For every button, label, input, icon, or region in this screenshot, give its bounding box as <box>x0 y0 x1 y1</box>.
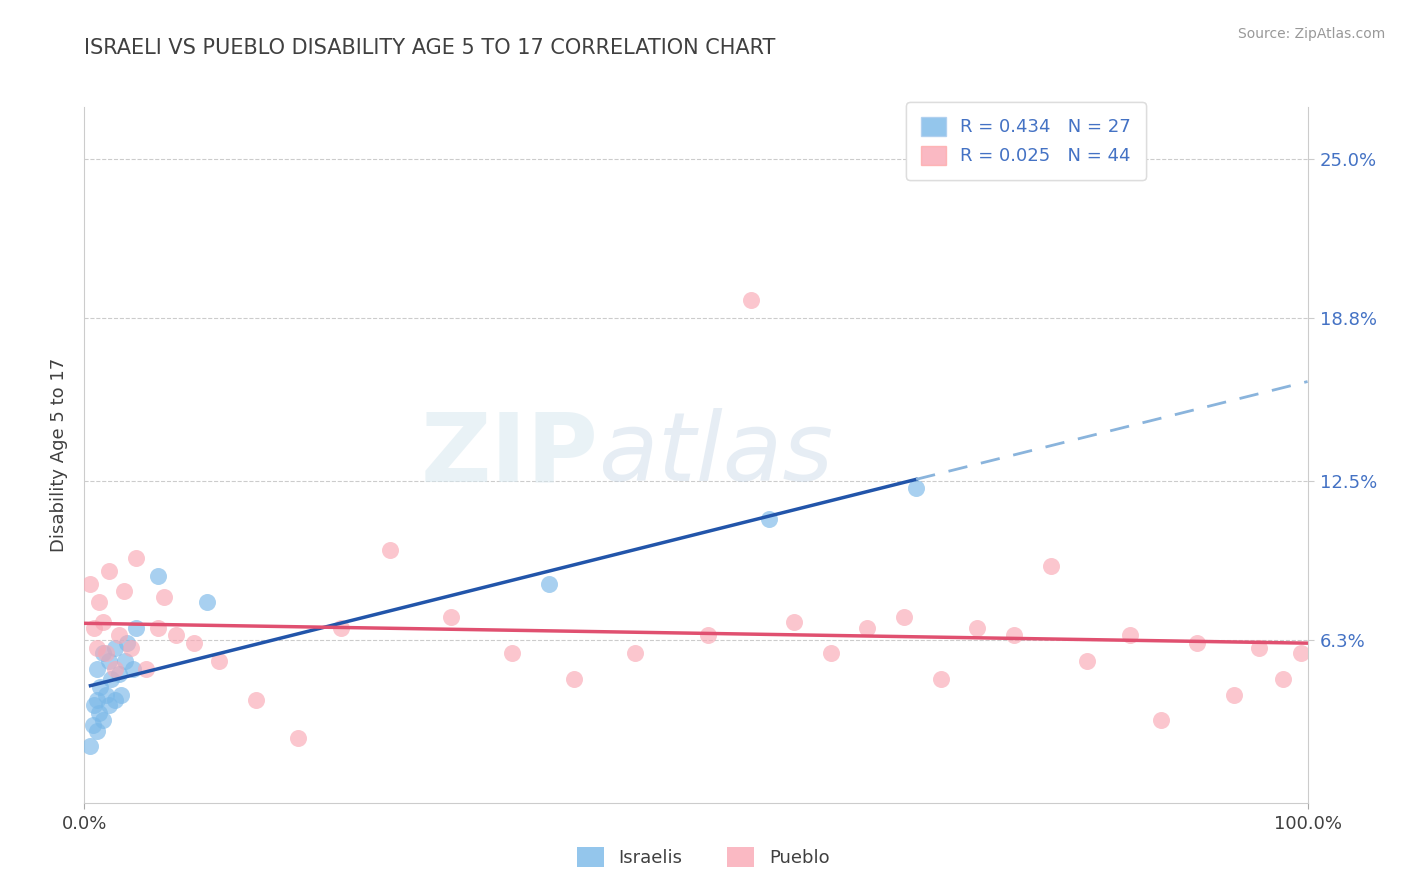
Point <box>1002 628 1025 642</box>
Point <box>856 621 879 635</box>
Point <box>1223 688 1246 702</box>
Point <box>624 646 647 660</box>
Point <box>135 662 157 676</box>
Point <box>502 646 524 660</box>
Point <box>86 641 108 656</box>
Point <box>783 615 806 630</box>
Point <box>1119 628 1142 642</box>
Point <box>287 731 309 746</box>
Point <box>208 654 231 668</box>
Point <box>195 595 218 609</box>
Point <box>1247 641 1270 656</box>
Point <box>97 698 120 712</box>
Point <box>83 698 105 712</box>
Text: atlas: atlas <box>598 409 834 501</box>
Point <box>740 293 762 308</box>
Point <box>83 621 105 635</box>
Point <box>1187 636 1209 650</box>
Point <box>1076 654 1098 668</box>
Point <box>245 692 267 706</box>
Point <box>107 667 129 681</box>
Point <box>91 615 114 630</box>
Point <box>96 688 118 702</box>
Point <box>440 610 463 624</box>
Point <box>122 662 145 676</box>
Point <box>562 672 585 686</box>
Legend: Israelis, Pueblo: Israelis, Pueblo <box>569 839 837 874</box>
Point <box>86 723 108 738</box>
Point <box>929 672 952 686</box>
Point <box>79 739 101 753</box>
Point <box>966 621 988 635</box>
Point <box>1150 714 1173 728</box>
Point <box>96 646 118 660</box>
Point <box>104 662 127 676</box>
Point <box>86 692 108 706</box>
Text: ZIP: ZIP <box>420 409 598 501</box>
Point <box>1291 646 1313 660</box>
Point <box>153 590 176 604</box>
Point <box>146 621 169 635</box>
Legend: R = 0.434   N = 27, R = 0.025   N = 44: R = 0.434 N = 27, R = 0.025 N = 44 <box>907 103 1146 180</box>
Point <box>82 718 104 732</box>
Point <box>107 628 129 642</box>
Point <box>97 654 120 668</box>
Point <box>87 595 110 609</box>
Point <box>100 672 122 686</box>
Point <box>183 636 205 650</box>
Point <box>104 641 127 656</box>
Point <box>1272 672 1295 686</box>
Point <box>86 662 108 676</box>
Point <box>104 692 127 706</box>
Point <box>146 569 169 583</box>
Point <box>97 564 120 578</box>
Text: ISRAELI VS PUEBLO DISABILITY AGE 5 TO 17 CORRELATION CHART: ISRAELI VS PUEBLO DISABILITY AGE 5 TO 17… <box>84 38 776 58</box>
Point <box>330 621 353 635</box>
Point <box>538 576 561 591</box>
Point <box>115 636 138 650</box>
Point <box>697 628 720 642</box>
Point <box>125 621 148 635</box>
Point <box>120 641 142 656</box>
Point <box>125 551 148 566</box>
Point <box>114 654 136 668</box>
Point <box>89 680 111 694</box>
Point <box>380 543 402 558</box>
Point <box>1039 558 1062 573</box>
Point <box>165 628 187 642</box>
Point <box>905 482 928 496</box>
Point <box>91 714 114 728</box>
Point <box>820 646 842 660</box>
Point <box>79 576 101 591</box>
Point <box>893 610 915 624</box>
Point <box>91 646 114 660</box>
Point <box>110 688 132 702</box>
Text: Source: ZipAtlas.com: Source: ZipAtlas.com <box>1237 27 1385 41</box>
Point <box>87 706 110 720</box>
Point <box>758 512 780 526</box>
Point <box>112 584 135 599</box>
Y-axis label: Disability Age 5 to 17: Disability Age 5 to 17 <box>49 358 67 552</box>
